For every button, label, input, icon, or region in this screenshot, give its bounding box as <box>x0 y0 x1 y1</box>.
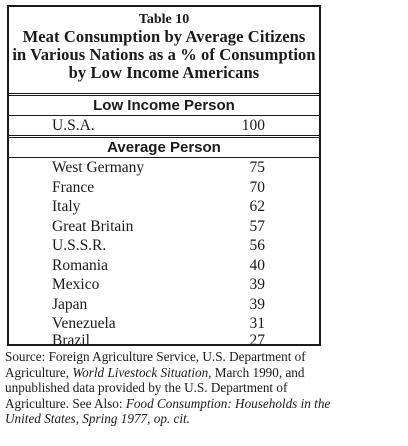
average-person-header: Average Person <box>9 135 319 158</box>
table-title-line-3: by Low Income Americans <box>68 63 260 82</box>
source-see-also-title: Food Consumption: Households in the Unit… <box>5 395 331 427</box>
table-title-line-1: Meat Consumption by Average Citizens <box>22 27 306 46</box>
table-title-block: Table 10 Meat Consumption by Average Cit… <box>9 11 319 82</box>
row-value: 56 <box>249 237 266 254</box>
source-note: Source: Foreign Agriculture Service, U.S… <box>5 349 335 427</box>
table-row: U.S.S.R. 56 <box>9 236 319 255</box>
row-value: 62 <box>249 198 266 215</box>
source-text-1: Source: Foreign Agriculture Service, U.S… <box>5 349 306 380</box>
table-row: Great Britain 57 <box>9 217 319 236</box>
low-income-header: Low Income Person <box>9 93 319 116</box>
table-frame: Table 10 Meat Consumption by Average Cit… <box>7 5 321 349</box>
row-country: Brazil <box>52 332 90 349</box>
row-value: 39 <box>249 276 266 293</box>
row-value: 100 <box>241 117 265 134</box>
row-value: 31 <box>249 315 266 332</box>
table-number: Table 10 <box>138 12 190 27</box>
table-row: Romania 40 <box>9 256 319 275</box>
row-country: Mexico <box>52 276 100 293</box>
row-value: 57 <box>249 217 266 235</box>
table-title-line-2: in Various Nations as a % of Consumption <box>12 45 316 64</box>
source-publication-title: World Livestock Situation <box>72 364 209 380</box>
row-country: Italy <box>52 198 81 215</box>
row-country: Venezuela <box>52 315 116 332</box>
table-row: Japan 39 <box>9 295 319 314</box>
row-country: Japan <box>52 295 88 313</box>
row-country: Romania <box>52 256 108 274</box>
table-row: Brazil 27 <box>9 331 319 350</box>
row-country: U.S.A. <box>52 117 95 134</box>
row-value: 27 <box>249 332 266 349</box>
row-value: 40 <box>249 256 266 274</box>
row-country: West Germany <box>52 159 145 176</box>
row-country: U.S.S.R. <box>52 237 107 254</box>
table-row: Mexico 39 <box>9 275 319 294</box>
table-row: Italy 62 <box>9 197 319 216</box>
row-value: 70 <box>249 178 266 196</box>
row-country: Great Britain <box>52 217 134 235</box>
row-value: 75 <box>249 159 266 176</box>
table-row: U.S.A. 100 <box>9 116 319 135</box>
table-row: Venezuela 31 <box>9 314 319 333</box>
row-country: France <box>52 178 95 196</box>
source-text-2: , March 1990, and unpublished data provi… <box>5 364 305 411</box>
table-row: West Germany 75 <box>9 158 319 177</box>
table-row: France 70 <box>9 178 319 197</box>
row-value: 39 <box>249 295 266 313</box>
